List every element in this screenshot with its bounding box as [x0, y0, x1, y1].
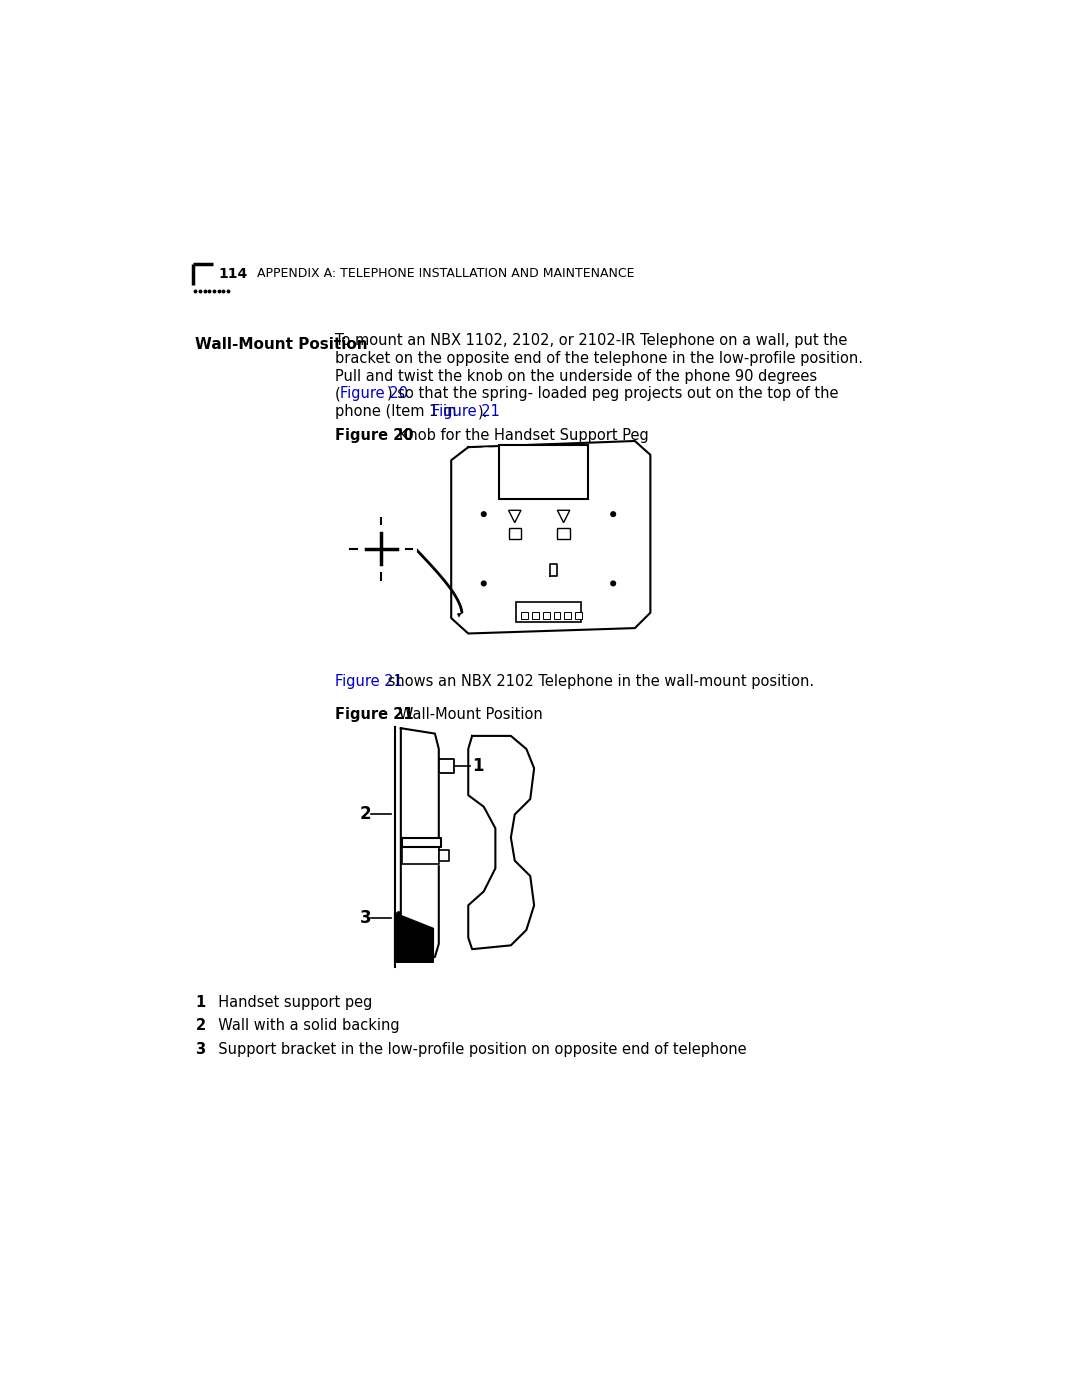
Text: Figure 20: Figure 20: [335, 427, 414, 443]
FancyBboxPatch shape: [516, 602, 581, 622]
FancyBboxPatch shape: [509, 528, 521, 539]
Text: ) so that the spring- loaded peg projects out on the top of the: ) so that the spring- loaded peg project…: [387, 387, 838, 401]
FancyBboxPatch shape: [576, 612, 582, 619]
FancyBboxPatch shape: [521, 612, 528, 619]
Polygon shape: [509, 510, 521, 522]
Text: (: (: [335, 387, 340, 401]
Text: shows an NBX 2102 Telephone in the wall-mount position.: shows an NBX 2102 Telephone in the wall-…: [383, 675, 814, 689]
Polygon shape: [394, 914, 433, 963]
FancyBboxPatch shape: [554, 612, 561, 619]
Text: 3: 3: [360, 909, 372, 928]
Text: To mount an NBX 1102, 2102, or 2102-IR Telephone on a wall, put the: To mount an NBX 1102, 2102, or 2102-IR T…: [335, 334, 848, 348]
Text: 1: 1: [195, 996, 205, 1010]
Text: bracket on the opposite end of the telephone in the low-profile position.: bracket on the opposite end of the telep…: [335, 351, 863, 366]
Text: phone (Item 1 in: phone (Item 1 in: [335, 404, 461, 419]
FancyArrow shape: [458, 613, 467, 622]
Circle shape: [611, 581, 616, 585]
Polygon shape: [557, 510, 570, 522]
Circle shape: [545, 556, 562, 571]
Polygon shape: [550, 564, 557, 576]
Text: ).: ).: [478, 404, 488, 419]
Circle shape: [611, 511, 616, 517]
Text: Figure 21: Figure 21: [335, 707, 414, 722]
FancyBboxPatch shape: [565, 612, 571, 619]
Text: Handset support peg: Handset support peg: [210, 996, 373, 1010]
Text: Pull and twist the knob on the underside of the phone 90 degrees: Pull and twist the knob on the underside…: [335, 369, 818, 384]
Circle shape: [348, 515, 416, 583]
Polygon shape: [451, 441, 650, 633]
FancyBboxPatch shape: [557, 528, 570, 539]
Circle shape: [482, 511, 486, 517]
Text: 2: 2: [360, 806, 372, 823]
Text: 1: 1: [472, 757, 484, 775]
Circle shape: [482, 581, 486, 585]
Text: Knob for the Handset Support Peg: Knob for the Handset Support Peg: [386, 427, 649, 443]
FancyBboxPatch shape: [542, 612, 550, 619]
Ellipse shape: [476, 448, 496, 457]
Ellipse shape: [608, 448, 627, 457]
Polygon shape: [401, 728, 438, 961]
FancyBboxPatch shape: [499, 444, 589, 499]
Text: APPENDIX A: TELEPHONE INSTALLATION AND MAINTENANCE: APPENDIX A: TELEPHONE INSTALLATION AND M…: [257, 267, 635, 281]
Text: 114: 114: [218, 267, 248, 281]
FancyBboxPatch shape: [531, 612, 539, 619]
Polygon shape: [438, 849, 449, 861]
Text: 2: 2: [195, 1018, 205, 1034]
Text: Figure 20: Figure 20: [340, 387, 408, 401]
Circle shape: [359, 525, 405, 571]
Text: Figure 21: Figure 21: [335, 675, 403, 689]
Text: Wall with a solid backing: Wall with a solid backing: [210, 1018, 400, 1034]
Polygon shape: [403, 847, 438, 863]
Polygon shape: [438, 759, 455, 773]
Text: Support bracket in the low-profile position on opposite end of telephone: Support bracket in the low-profile posit…: [210, 1042, 747, 1056]
Polygon shape: [403, 838, 441, 847]
Text: Wall-Mount Position: Wall-Mount Position: [195, 337, 368, 352]
Text: 3: 3: [195, 1042, 205, 1056]
Text: Wall-Mount Position: Wall-Mount Position: [386, 707, 543, 722]
Text: Figure 21: Figure 21: [432, 404, 500, 419]
Polygon shape: [469, 736, 535, 949]
Circle shape: [460, 613, 472, 626]
